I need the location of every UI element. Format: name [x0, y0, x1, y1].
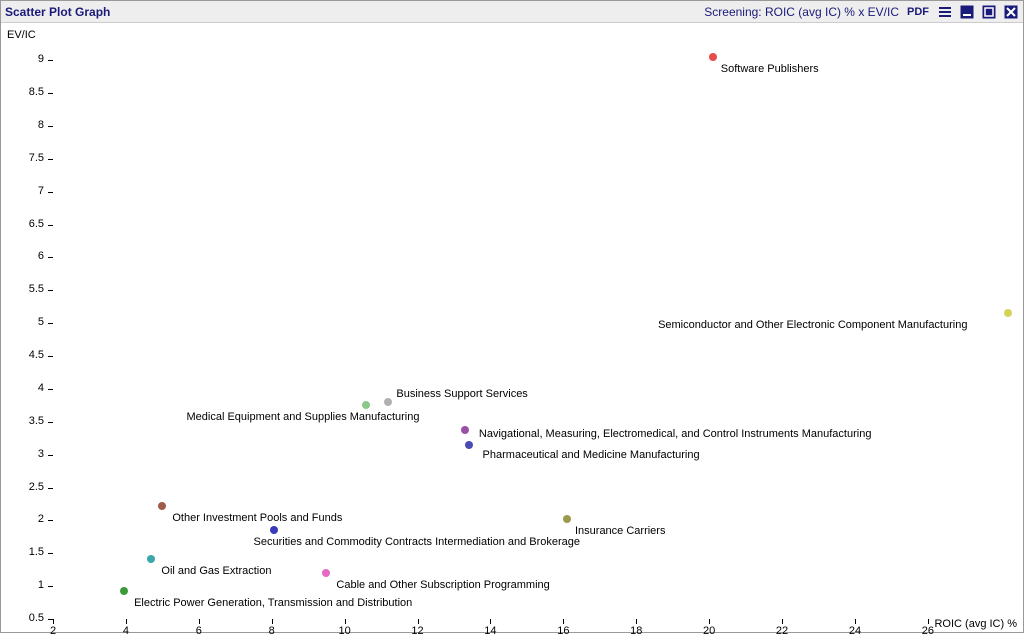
y-tick [48, 553, 53, 554]
menu-icon[interactable] [937, 5, 953, 19]
data-point[interactable] [465, 441, 473, 449]
x-tick [345, 619, 346, 624]
y-tick [48, 356, 53, 357]
y-axis-title: EV/IC [7, 29, 36, 41]
y-tick-label: 1 [1, 579, 44, 591]
data-point[interactable] [362, 401, 370, 409]
x-tick-label: 6 [187, 625, 211, 637]
x-tick-label: 18 [624, 625, 648, 637]
minimize-icon[interactable] [959, 5, 975, 19]
y-tick-label: 5.5 [1, 283, 44, 295]
x-tick-label: 12 [406, 625, 430, 637]
y-tick-label: 8.5 [1, 86, 44, 98]
x-tick [126, 619, 127, 624]
y-tick-label: 6.5 [1, 218, 44, 230]
data-point[interactable] [709, 53, 717, 61]
data-point-label: Cable and Other Subscription Programming [336, 579, 549, 591]
data-point[interactable] [158, 502, 166, 510]
y-tick-label: 4 [1, 382, 44, 394]
y-tick [48, 225, 53, 226]
x-tick [272, 619, 273, 624]
y-tick-label: 2.5 [1, 481, 44, 493]
data-point[interactable] [147, 555, 155, 563]
data-point-label: Securities and Commodity Contracts Inter… [254, 536, 581, 548]
titlebar-controls: Screening: ROIC (avg IC) % x EV/IC PDF [704, 5, 1019, 19]
x-tick [53, 619, 54, 624]
x-tick [490, 619, 491, 624]
y-tick [48, 159, 53, 160]
y-tick [48, 290, 53, 291]
x-tick-label: 26 [916, 625, 940, 637]
x-tick-label: 22 [770, 625, 794, 637]
data-point[interactable] [563, 515, 571, 523]
y-tick [48, 93, 53, 94]
data-point-label: Oil and Gas Extraction [161, 565, 271, 577]
x-tick [855, 619, 856, 624]
y-tick-label: 1.5 [1, 546, 44, 558]
data-point-label: Software Publishers [721, 63, 819, 75]
data-point[interactable] [461, 426, 469, 434]
x-tick [928, 619, 929, 624]
data-point-label: Medical Equipment and Supplies Manufactu… [186, 411, 419, 423]
x-tick-label: 4 [114, 625, 138, 637]
export-pdf-button[interactable]: PDF [905, 6, 931, 18]
y-tick-label: 3 [1, 448, 44, 460]
data-point-label: Insurance Carriers [575, 525, 665, 537]
y-tick [48, 323, 53, 324]
y-tick-label: 9 [1, 53, 44, 65]
y-tick [48, 257, 53, 258]
y-tick-label: 7 [1, 185, 44, 197]
x-tick-label: 2 [41, 625, 65, 637]
x-axis-title: ROIC (avg IC) % [934, 618, 1017, 630]
x-tick-label: 16 [551, 625, 575, 637]
y-tick-label: 4.5 [1, 349, 44, 361]
maximize-icon[interactable] [981, 5, 997, 19]
x-tick-label: 8 [260, 625, 284, 637]
data-point-label: Pharmaceutical and Medicine Manufacturin… [483, 449, 700, 461]
y-tick [48, 520, 53, 521]
data-point-label: Other Investment Pools and Funds [172, 512, 342, 524]
x-tick [418, 619, 419, 624]
data-point[interactable] [384, 398, 392, 406]
y-tick-label: 8 [1, 119, 44, 131]
y-tick [48, 422, 53, 423]
y-tick [48, 389, 53, 390]
x-tick-label: 14 [478, 625, 502, 637]
data-point-label: Navigational, Measuring, Electromedical,… [479, 428, 872, 440]
window-frame: Scatter Plot Graph Screening: ROIC (avg … [0, 0, 1024, 633]
window-title: Scatter Plot Graph [5, 5, 110, 19]
x-tick [782, 619, 783, 624]
data-point[interactable] [1004, 309, 1012, 317]
data-point-label: Business Support Services [396, 388, 527, 400]
data-point[interactable] [270, 526, 278, 534]
titlebar: Scatter Plot Graph Screening: ROIC (avg … [1, 1, 1023, 23]
y-tick [48, 586, 53, 587]
close-icon[interactable] [1003, 5, 1019, 19]
x-tick-label: 24 [843, 625, 867, 637]
y-tick-label: 2 [1, 513, 44, 525]
data-point[interactable] [322, 569, 330, 577]
data-point-label: Electric Power Generation, Transmission … [134, 597, 412, 609]
y-tick [48, 455, 53, 456]
y-tick [48, 192, 53, 193]
x-tick [709, 619, 710, 624]
x-tick-label: 20 [697, 625, 721, 637]
scatter-plot[interactable]: EV/IC ROIC (avg IC) % 0.5 1 1.5 2 2.5 3 3.5 4 4.5 5… [1, 23, 1023, 632]
x-tick-label: 10 [333, 625, 357, 637]
y-tick [48, 488, 53, 489]
y-tick-label: 3.5 [1, 415, 44, 427]
x-tick [563, 619, 564, 624]
x-tick [636, 619, 637, 624]
y-tick-label: 0.5 [1, 612, 44, 624]
y-tick-label: 5 [1, 316, 44, 328]
data-point-label: Semiconductor and Other Electronic Compo… [658, 319, 967, 331]
y-tick-label: 7.5 [1, 152, 44, 164]
x-tick [199, 619, 200, 624]
screening-label: Screening: ROIC (avg IC) % x EV/IC [704, 5, 899, 19]
data-point[interactable] [120, 587, 128, 595]
y-tick [48, 60, 53, 61]
y-tick-label: 6 [1, 250, 44, 262]
y-tick [48, 126, 53, 127]
